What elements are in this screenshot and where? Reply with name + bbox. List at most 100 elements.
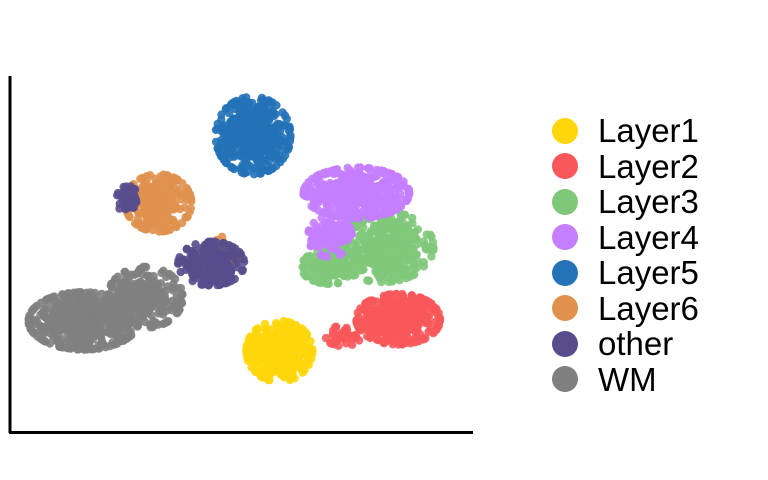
data-point (403, 237, 412, 246)
data-point (349, 173, 358, 182)
data-point (337, 237, 346, 246)
data-point (399, 244, 408, 254)
data-point (336, 331, 345, 340)
legend-swatch (552, 295, 578, 322)
data-point (365, 164, 374, 173)
data-point (427, 299, 436, 308)
data-point (403, 225, 413, 234)
data-point (51, 301, 61, 310)
data-point (291, 320, 301, 330)
data-point (413, 225, 422, 234)
data-point (257, 118, 266, 128)
series-layer4 (299, 163, 414, 261)
data-point (176, 267, 185, 277)
legend-item: Layer5 (552, 255, 699, 291)
legend: Layer1 Layer2 Layer3 Layer4 Layer5 Layer6 othe… (552, 113, 699, 397)
data-point (412, 250, 421, 259)
data-point (226, 140, 235, 149)
data-point (389, 244, 398, 254)
data-point (306, 337, 315, 346)
data-point (259, 373, 268, 382)
data-point (242, 136, 251, 145)
series-layer2 (321, 289, 445, 350)
data-point (407, 291, 416, 300)
data-point (402, 270, 411, 280)
data-point (186, 204, 195, 213)
data-point (200, 240, 210, 250)
data-point (60, 307, 70, 316)
data-point (361, 299, 370, 308)
legend-label: Layer4 (598, 218, 699, 256)
legend-item: Layer6 (552, 291, 699, 327)
data-point (352, 183, 361, 192)
legend-swatch (552, 224, 578, 251)
data-point (367, 239, 377, 249)
data-point (408, 335, 417, 344)
data-point (122, 182, 131, 191)
data-point (167, 272, 177, 281)
data-point (431, 305, 441, 315)
data-point (252, 126, 261, 135)
data-point (238, 153, 247, 162)
data-point (303, 184, 312, 193)
data-point (380, 196, 390, 205)
data-point (143, 213, 152, 222)
data-point (169, 279, 178, 289)
data-point (178, 289, 187, 298)
data-point (127, 270, 136, 279)
data-point (382, 173, 391, 183)
data-point (65, 343, 75, 353)
data-point (193, 262, 202, 271)
data-point (353, 163, 363, 172)
data-point (56, 326, 65, 335)
data-point (322, 201, 331, 210)
data-point (261, 138, 271, 148)
data-point (410, 324, 419, 334)
data-point (94, 341, 103, 350)
legend-item: Layer2 (552, 149, 699, 185)
data-point (326, 214, 335, 223)
data-point (253, 368, 262, 377)
data-point (301, 271, 310, 280)
data-point (300, 346, 310, 355)
data-point (148, 225, 158, 235)
data-point (188, 270, 197, 280)
data-point (145, 304, 154, 313)
data-point (70, 321, 79, 331)
data-point (94, 296, 103, 305)
data-point (264, 156, 274, 166)
data-point (239, 257, 249, 267)
data-point (301, 191, 310, 201)
data-point (60, 313, 70, 323)
legend-swatch (552, 259, 578, 286)
series-wm (24, 262, 187, 354)
data-point (374, 334, 383, 344)
data-point (429, 327, 439, 337)
data-point (291, 329, 300, 338)
data-point (232, 259, 241, 268)
data-point (354, 262, 363, 272)
data-point (337, 249, 346, 258)
data-point (247, 363, 256, 372)
data-point (211, 125, 221, 135)
legend-item: other (552, 326, 699, 362)
data-point (345, 223, 354, 232)
data-point (403, 308, 412, 317)
legend-label: Layer6 (598, 289, 699, 327)
data-point (131, 195, 141, 204)
data-point (333, 278, 343, 288)
data-point (348, 262, 357, 271)
data-point (360, 205, 369, 214)
data-point (276, 141, 285, 150)
data-point (280, 111, 290, 120)
data-point (271, 330, 281, 339)
data-point (93, 329, 103, 338)
data-point (391, 262, 400, 271)
data-point (191, 240, 200, 249)
data-point (364, 276, 373, 285)
data-point (244, 127, 253, 136)
data-point (107, 279, 116, 289)
data-point (243, 353, 252, 362)
legend-item: WM (552, 362, 699, 398)
data-point (117, 278, 127, 287)
